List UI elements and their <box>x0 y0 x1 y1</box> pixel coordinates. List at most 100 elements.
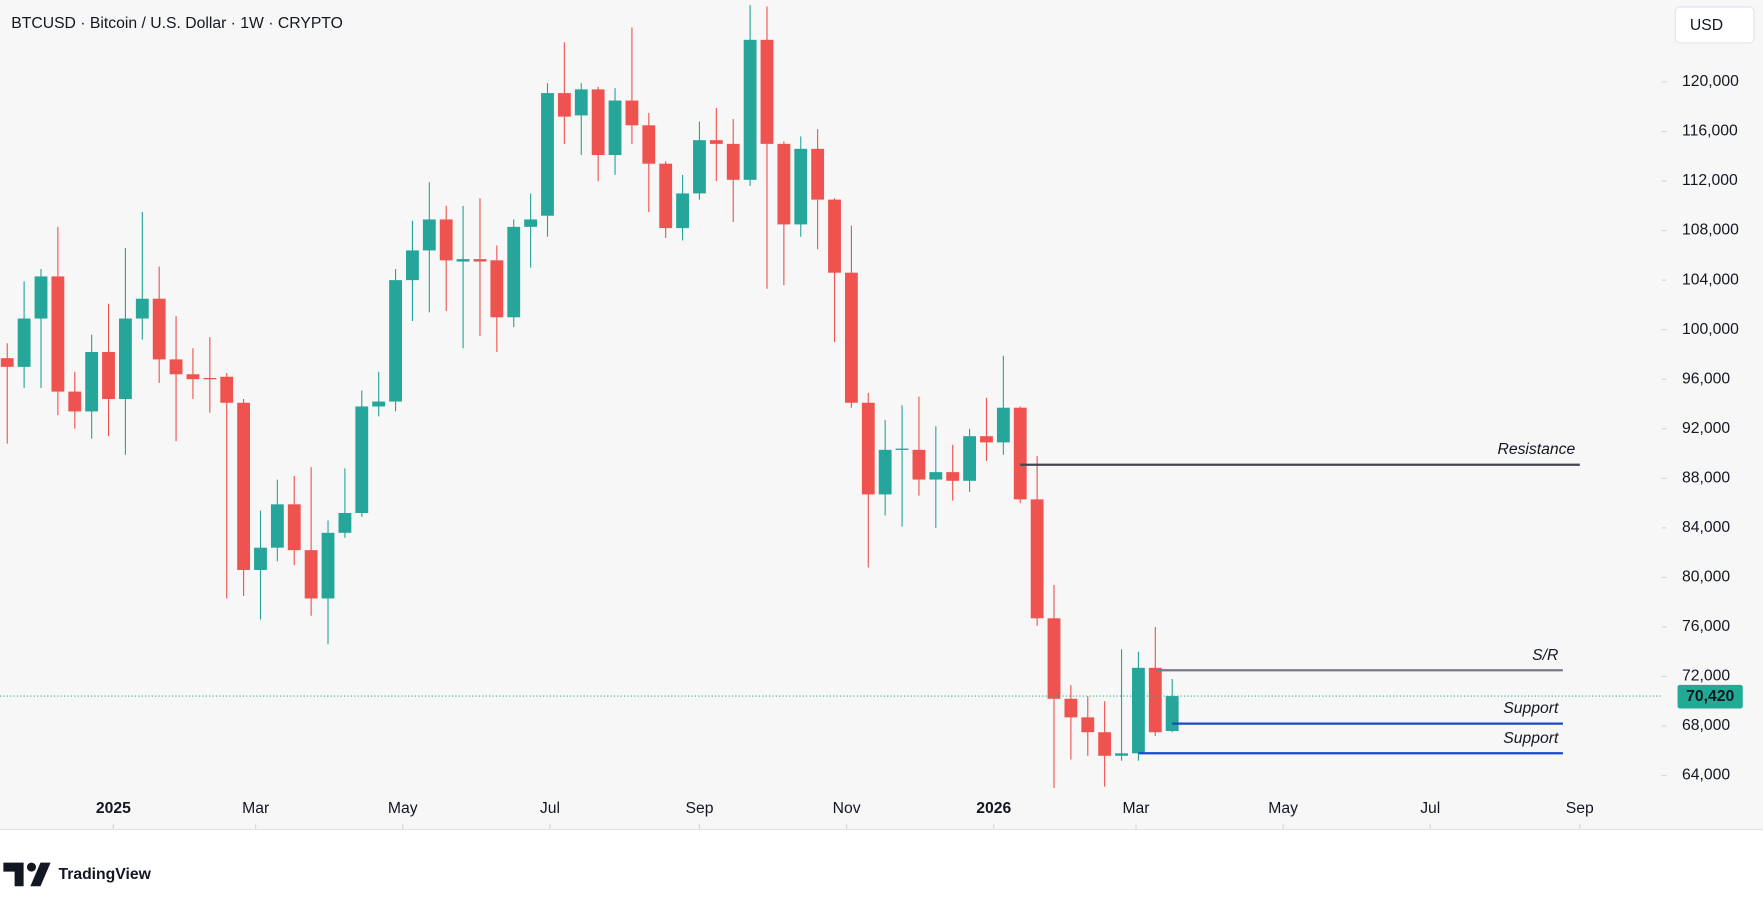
last-price-box <box>1677 684 1743 709</box>
candle-body <box>439 219 453 261</box>
candle <box>811 129 825 250</box>
candle-body <box>473 259 487 262</box>
candle <box>524 193 538 268</box>
candle-body <box>422 219 436 251</box>
candle <box>743 5 757 186</box>
candle-body <box>524 219 538 227</box>
candle-body <box>625 100 639 126</box>
candle-body <box>777 143 791 225</box>
candle-body <box>102 351 115 400</box>
y-tick-label: 100,000 <box>1682 321 1739 338</box>
x-tick-label: Jul <box>1420 800 1440 817</box>
x-tick-label: May <box>388 800 418 817</box>
candle <box>777 141 791 286</box>
candle-body <box>338 512 352 533</box>
candle-body <box>85 351 99 412</box>
candle-body <box>1115 753 1128 756</box>
candle <box>709 107 723 182</box>
y-tick-label: 92,000 <box>1682 420 1730 437</box>
candle <box>473 198 487 336</box>
candle <box>321 520 335 645</box>
candle <box>591 86 605 182</box>
y-tick-label: 112,000 <box>1682 172 1738 189</box>
candle-body <box>1030 499 1044 619</box>
level-label: Resistance <box>1497 441 1575 458</box>
candle <box>828 198 841 343</box>
brand-logo: TradingView <box>3 862 152 887</box>
level-label: Support <box>1503 730 1559 747</box>
candle-body <box>946 472 960 481</box>
x-tick-label: Mar <box>242 800 269 817</box>
candle-body <box>1013 407 1027 500</box>
candle-body <box>406 250 419 281</box>
candle-body <box>574 89 588 116</box>
candle-body <box>608 100 622 156</box>
candle-body <box>456 259 470 262</box>
candle <box>1064 685 1078 760</box>
currency-box[interactable] <box>1674 6 1755 44</box>
x-tick-label: 2026 <box>976 800 1011 817</box>
candle-body <box>557 93 571 117</box>
candle <box>338 468 352 538</box>
candle-body <box>237 402 251 570</box>
candle-body <box>389 280 402 402</box>
candle <box>625 27 639 144</box>
candle <box>861 392 875 568</box>
candle-body <box>693 140 706 194</box>
x-tick-label: Nov <box>833 800 861 817</box>
candle <box>1013 406 1027 504</box>
candle <box>946 444 960 501</box>
candle <box>68 371 82 429</box>
candle <box>203 337 217 413</box>
candle-body <box>220 376 234 403</box>
candle <box>1030 456 1044 626</box>
candle-body <box>372 401 386 407</box>
candle <box>1132 651 1145 761</box>
candle <box>574 83 588 156</box>
candle <box>659 161 673 239</box>
candle-body <box>996 407 1010 443</box>
candle-body <box>963 436 977 481</box>
x-tick-label: 2025 <box>96 800 131 817</box>
candle-body <box>1098 732 1112 756</box>
candle-body <box>135 298 149 319</box>
candle-body <box>828 199 841 273</box>
candle <box>270 479 284 562</box>
candle <box>456 205 470 349</box>
candle <box>490 245 504 352</box>
currency-label[interactable]: USD <box>1690 17 1723 34</box>
candle <box>1115 649 1128 761</box>
currency-button[interactable]: USD <box>1674 6 1755 44</box>
candle-body <box>203 377 217 380</box>
candle <box>355 390 369 517</box>
candle <box>844 225 858 408</box>
candle <box>186 348 200 400</box>
candle <box>642 112 656 213</box>
candle <box>878 420 892 516</box>
candle <box>34 268 48 388</box>
candle <box>760 6 774 289</box>
y-tick-label: 120,000 <box>1682 73 1739 90</box>
candle-body <box>726 143 740 180</box>
candle-body <box>760 39 774 144</box>
candle-body <box>169 359 183 375</box>
level-label: S/R <box>1532 647 1558 664</box>
candle <box>422 182 436 313</box>
candle <box>119 247 132 455</box>
candle <box>439 205 453 312</box>
candle-body <box>709 140 723 144</box>
candle-body <box>254 547 267 570</box>
candle <box>996 355 1010 455</box>
y-tick-label: 72,000 <box>1682 668 1730 685</box>
candle <box>102 303 115 437</box>
x-tick-label: Sep <box>1566 800 1594 817</box>
candle <box>693 121 706 200</box>
x-tick-label: May <box>1268 800 1298 817</box>
candle <box>963 428 977 492</box>
y-tick-label: 108,000 <box>1682 222 1739 239</box>
candle <box>794 136 808 237</box>
y-tick-label: 96,000 <box>1682 370 1730 387</box>
candle-body <box>321 532 335 599</box>
